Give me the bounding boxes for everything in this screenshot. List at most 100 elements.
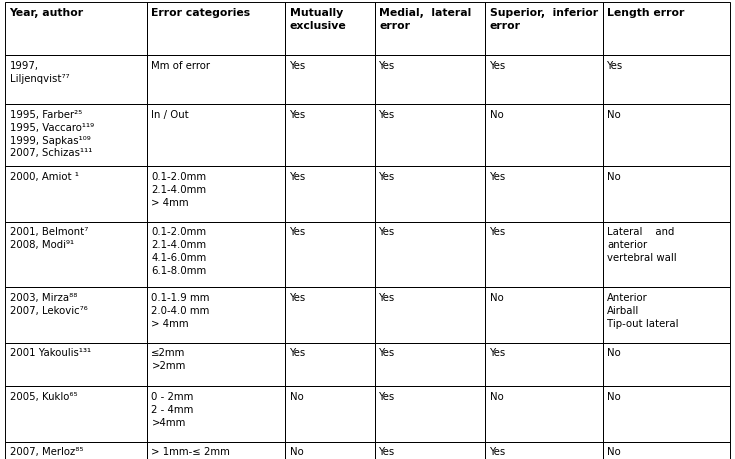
Text: No: No xyxy=(490,292,503,302)
Bar xyxy=(5,222,147,288)
Bar xyxy=(285,167,375,222)
Bar xyxy=(285,386,375,442)
Text: Mm of error: Mm of error xyxy=(151,61,210,71)
Bar xyxy=(147,56,285,105)
Bar xyxy=(147,442,285,459)
Bar xyxy=(485,442,603,459)
Text: Yes: Yes xyxy=(379,110,395,120)
Bar xyxy=(485,105,603,167)
Bar xyxy=(603,167,730,222)
Text: Yes: Yes xyxy=(290,347,306,358)
Bar xyxy=(147,105,285,167)
Bar xyxy=(485,3,603,56)
Text: 2000, Amiot ¹: 2000, Amiot ¹ xyxy=(10,172,79,182)
Bar xyxy=(5,386,147,442)
Text: 0.1-2.0mm
2.1-4.0mm
4.1-6.0mm
6.1-8.0mm: 0.1-2.0mm 2.1-4.0mm 4.1-6.0mm 6.1-8.0mm xyxy=(151,227,207,275)
Bar xyxy=(375,343,485,386)
Text: 2005, Kuklo⁶⁵: 2005, Kuklo⁶⁵ xyxy=(10,391,77,401)
Text: Yes: Yes xyxy=(290,227,306,237)
Bar xyxy=(285,56,375,105)
Bar xyxy=(5,56,147,105)
Bar xyxy=(603,343,730,386)
Text: Yes: Yes xyxy=(290,292,306,302)
Text: No: No xyxy=(490,391,503,401)
Bar xyxy=(147,3,285,56)
Text: No: No xyxy=(607,172,621,182)
Text: Superior,  inferior
error: Superior, inferior error xyxy=(490,8,598,31)
Text: No: No xyxy=(607,347,621,358)
Text: Yes: Yes xyxy=(490,172,506,182)
Text: > 1mm-≤ 2mm
> 2mm
≤ 3mm: > 1mm-≤ 2mm > 2mm ≤ 3mm xyxy=(151,446,230,459)
Bar xyxy=(5,343,147,386)
Text: 2007, Merloz⁸⁵: 2007, Merloz⁸⁵ xyxy=(10,446,83,456)
Bar xyxy=(5,3,147,56)
Bar xyxy=(5,442,147,459)
Text: No: No xyxy=(490,110,503,120)
Text: Yes: Yes xyxy=(379,391,395,401)
Text: 0.1-1.9 mm
2.0-4.0 mm
> 4mm: 0.1-1.9 mm 2.0-4.0 mm > 4mm xyxy=(151,292,210,328)
Bar xyxy=(485,288,603,343)
Bar xyxy=(147,343,285,386)
Bar xyxy=(375,56,485,105)
Text: 1995, Farber²⁵
1995, Vaccaro¹¹⁹
1999, Sapkas¹⁰⁹
2007, Schizas¹¹¹: 1995, Farber²⁵ 1995, Vaccaro¹¹⁹ 1999, Sa… xyxy=(10,110,93,158)
Text: In / Out: In / Out xyxy=(151,110,189,120)
Text: Length error: Length error xyxy=(607,8,684,18)
Text: Yes: Yes xyxy=(379,347,395,358)
Bar xyxy=(485,386,603,442)
Bar xyxy=(485,167,603,222)
Bar xyxy=(375,167,485,222)
Text: 0 - 2mm
2 - 4mm
>4mm: 0 - 2mm 2 - 4mm >4mm xyxy=(151,391,194,426)
Bar xyxy=(375,442,485,459)
Text: 1997,
Liljenqvist⁷⁷: 1997, Liljenqvist⁷⁷ xyxy=(10,61,69,84)
Text: Yes: Yes xyxy=(379,172,395,182)
Text: Medial,  lateral
error: Medial, lateral error xyxy=(379,8,472,31)
Bar xyxy=(285,442,375,459)
Text: No: No xyxy=(607,391,621,401)
Text: Yes: Yes xyxy=(290,61,306,71)
Bar xyxy=(485,56,603,105)
Text: Yes: Yes xyxy=(490,61,506,71)
Text: Yes: Yes xyxy=(379,446,395,456)
Text: Yes: Yes xyxy=(490,446,506,456)
Bar xyxy=(603,386,730,442)
Bar xyxy=(375,386,485,442)
Text: Lateral    and
anterior
vertebral wall: Lateral and anterior vertebral wall xyxy=(607,227,677,262)
Text: No: No xyxy=(607,446,621,456)
Text: Yes: Yes xyxy=(379,292,395,302)
Text: 2003, Mirza⁸⁸
2007, Lekovic⁷⁶: 2003, Mirza⁸⁸ 2007, Lekovic⁷⁶ xyxy=(10,292,87,315)
Bar xyxy=(5,167,147,222)
Text: No: No xyxy=(290,391,304,401)
Bar xyxy=(5,105,147,167)
Bar xyxy=(603,105,730,167)
Text: ≤2mm
>2mm: ≤2mm >2mm xyxy=(151,347,186,370)
Bar xyxy=(485,343,603,386)
Text: No: No xyxy=(290,446,304,456)
Text: 2001 Yakoulis¹³¹: 2001 Yakoulis¹³¹ xyxy=(10,347,90,358)
Bar xyxy=(5,288,147,343)
Text: Year, author: Year, author xyxy=(10,8,84,18)
Bar xyxy=(603,56,730,105)
Bar xyxy=(285,288,375,343)
Text: 0.1-2.0mm
2.1-4.0mm
> 4mm: 0.1-2.0mm 2.1-4.0mm > 4mm xyxy=(151,172,207,207)
Bar xyxy=(147,288,285,343)
Bar xyxy=(375,222,485,288)
Bar xyxy=(375,3,485,56)
Bar xyxy=(603,222,730,288)
Text: Mutually
exclusive: Mutually exclusive xyxy=(290,8,346,31)
Bar xyxy=(485,222,603,288)
Bar xyxy=(603,3,730,56)
Bar xyxy=(285,105,375,167)
Bar xyxy=(375,288,485,343)
Text: Yes: Yes xyxy=(490,347,506,358)
Bar xyxy=(147,222,285,288)
Text: Error categories: Error categories xyxy=(151,8,251,18)
Bar xyxy=(603,442,730,459)
Text: Yes: Yes xyxy=(290,110,306,120)
Text: Yes: Yes xyxy=(379,227,395,237)
Bar xyxy=(285,222,375,288)
Bar xyxy=(147,386,285,442)
Bar xyxy=(285,343,375,386)
Text: Anterior
Airball
Tip-out lateral: Anterior Airball Tip-out lateral xyxy=(607,292,678,328)
Bar xyxy=(285,3,375,56)
Bar xyxy=(603,288,730,343)
